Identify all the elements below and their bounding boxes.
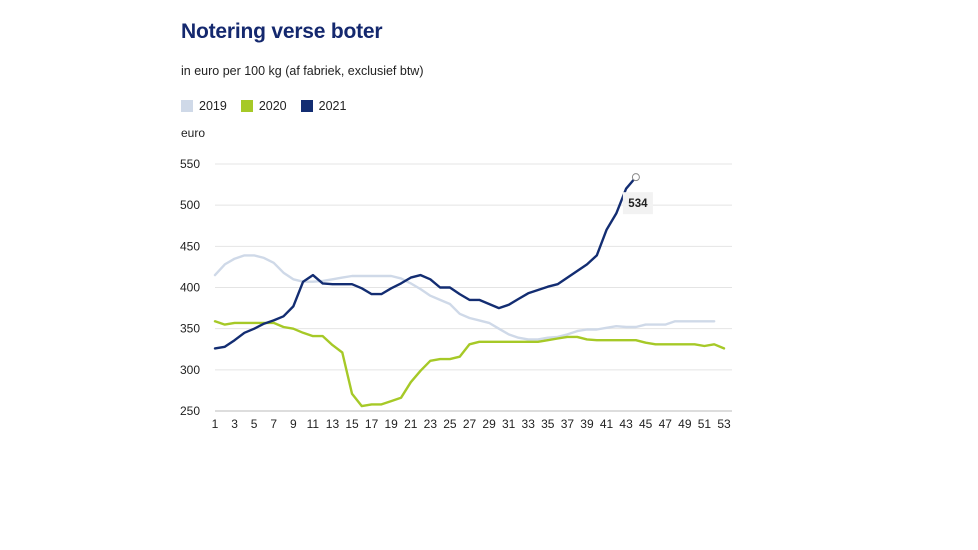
x-tick-label: 29 xyxy=(482,417,496,431)
y-tick-label: 250 xyxy=(180,404,200,418)
x-tick-label: 51 xyxy=(698,417,712,431)
grid-layer xyxy=(215,163,732,412)
series-line-2021[interactable] xyxy=(213,175,638,350)
x-tick-label: 21 xyxy=(404,417,418,431)
legend-item-2021[interactable]: 2021 xyxy=(300,99,347,113)
series-line-2019[interactable] xyxy=(213,254,716,341)
x-tick-label: 31 xyxy=(502,417,516,431)
x-tick-label: 27 xyxy=(463,417,477,431)
x-tick-label: 1 xyxy=(212,417,219,431)
y-tick-label: 450 xyxy=(180,239,200,253)
x-tick-label: 15 xyxy=(345,417,359,431)
legend-swatch-2021 xyxy=(300,100,313,112)
x-tick-label: 47 xyxy=(659,417,673,431)
x-tick-label: 23 xyxy=(424,417,438,431)
y-tick-label: 500 xyxy=(180,198,200,212)
annotation-marker[interactable] xyxy=(631,173,640,182)
x-tick-label: 53 xyxy=(717,417,731,431)
y-tick-label: 350 xyxy=(180,322,200,336)
x-tick-label: 41 xyxy=(600,417,614,431)
chart-subtitle: in euro per 100 kg (af fabriek, exclusie… xyxy=(181,64,424,78)
annotation-layer: 534 xyxy=(622,173,653,215)
x-tick-label: 19 xyxy=(385,417,399,431)
legend-label-2019: 2019 xyxy=(199,99,227,113)
y-tick-label: 300 xyxy=(180,363,200,377)
x-tick-label: 25 xyxy=(443,417,457,431)
x-tick-label: 33 xyxy=(522,417,536,431)
y-tick-label: 400 xyxy=(180,281,200,295)
x-tick-label: 39 xyxy=(580,417,594,431)
annotation-box xyxy=(622,192,653,215)
x-tick-label: 45 xyxy=(639,417,653,431)
y-axis-label: euro xyxy=(181,126,205,140)
x-tick-label: 11 xyxy=(307,417,320,431)
x-tick-label: 17 xyxy=(365,417,379,431)
x-tick-label: 7 xyxy=(270,417,277,431)
x-tick-label: 43 xyxy=(619,417,633,431)
x-tick-label: 37 xyxy=(561,417,575,431)
x-tick-label: 49 xyxy=(678,417,692,431)
annotation-label: 534 xyxy=(628,198,648,210)
x-tick-label: 3 xyxy=(231,417,238,431)
y-tick-label: 550 xyxy=(180,157,200,171)
legend-label-2020: 2020 xyxy=(258,99,287,113)
legend-swatch-2020 xyxy=(240,100,253,112)
x-tick-label: 5 xyxy=(251,417,258,431)
legend-item-2019[interactable]: 2019 xyxy=(181,99,227,113)
series-line-2020[interactable] xyxy=(213,320,726,408)
chart-title: Notering verse boter xyxy=(181,20,383,43)
x-tick-label: 35 xyxy=(541,417,555,431)
legend-item-2020[interactable]: 2020 xyxy=(240,99,287,113)
legend: 2019 2020 2021 xyxy=(181,99,346,113)
legend-swatch-2019 xyxy=(181,100,193,112)
legend-label-2021: 2021 xyxy=(318,99,347,113)
x-tick-label: 9 xyxy=(290,417,297,431)
x-tick-label: 13 xyxy=(326,417,340,431)
series-layer xyxy=(213,175,726,408)
